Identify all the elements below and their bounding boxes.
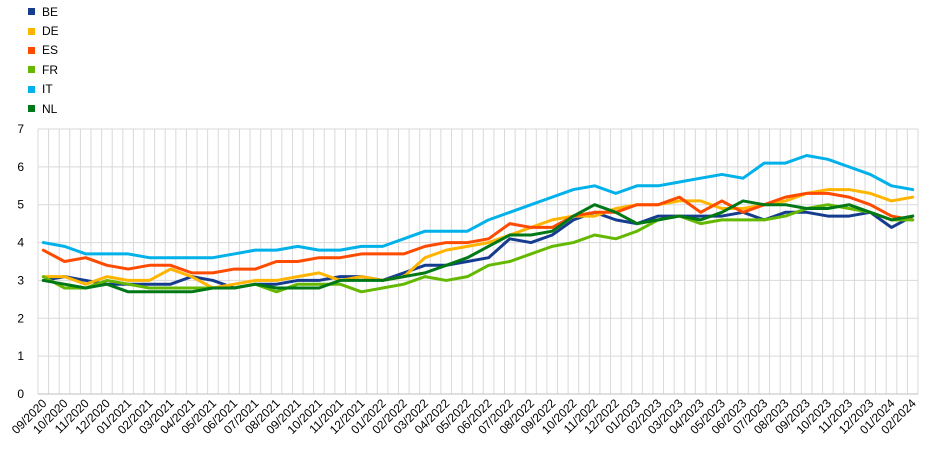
y-tick-label: 2: [17, 311, 24, 325]
legend-item-be: BE: [28, 2, 59, 21]
series-line-fr: [41, 203, 915, 294]
legend-swatch: [28, 27, 35, 35]
series-line-it: [41, 154, 915, 260]
legend-item-fr: FR: [28, 60, 59, 79]
y-tick-label: 1: [17, 349, 24, 363]
chart-legend: BE DE ES FR IT NL: [28, 2, 59, 118]
legend-label: FR: [42, 62, 58, 77]
y-tick-label: 5: [17, 198, 24, 212]
legend-label: ES: [42, 43, 59, 58]
y-tick-label: 0: [17, 387, 24, 401]
legend-item-it: IT: [28, 80, 59, 99]
legend-swatch: [28, 85, 35, 93]
legend-label: BE: [42, 4, 59, 19]
y-tick-label: 4: [17, 236, 24, 250]
y-tick-label: 3: [17, 273, 24, 287]
legend-item-nl: NL: [28, 99, 59, 118]
y-tick-label: 7: [17, 122, 24, 136]
legend-label: IT: [42, 82, 53, 97]
series-line-nl: [41, 199, 915, 294]
legend-label: DE: [42, 24, 59, 39]
legend-item-es: ES: [28, 41, 59, 60]
legend-swatch: [28, 46, 35, 54]
y-tick-label: 6: [17, 160, 24, 174]
legend-swatch: [28, 66, 35, 74]
series-line-be: [41, 210, 915, 290]
legend-swatch: [28, 105, 35, 113]
legend-label: NL: [42, 101, 58, 116]
legend-item-de: DE: [28, 21, 59, 40]
legend-swatch: [28, 8, 35, 16]
